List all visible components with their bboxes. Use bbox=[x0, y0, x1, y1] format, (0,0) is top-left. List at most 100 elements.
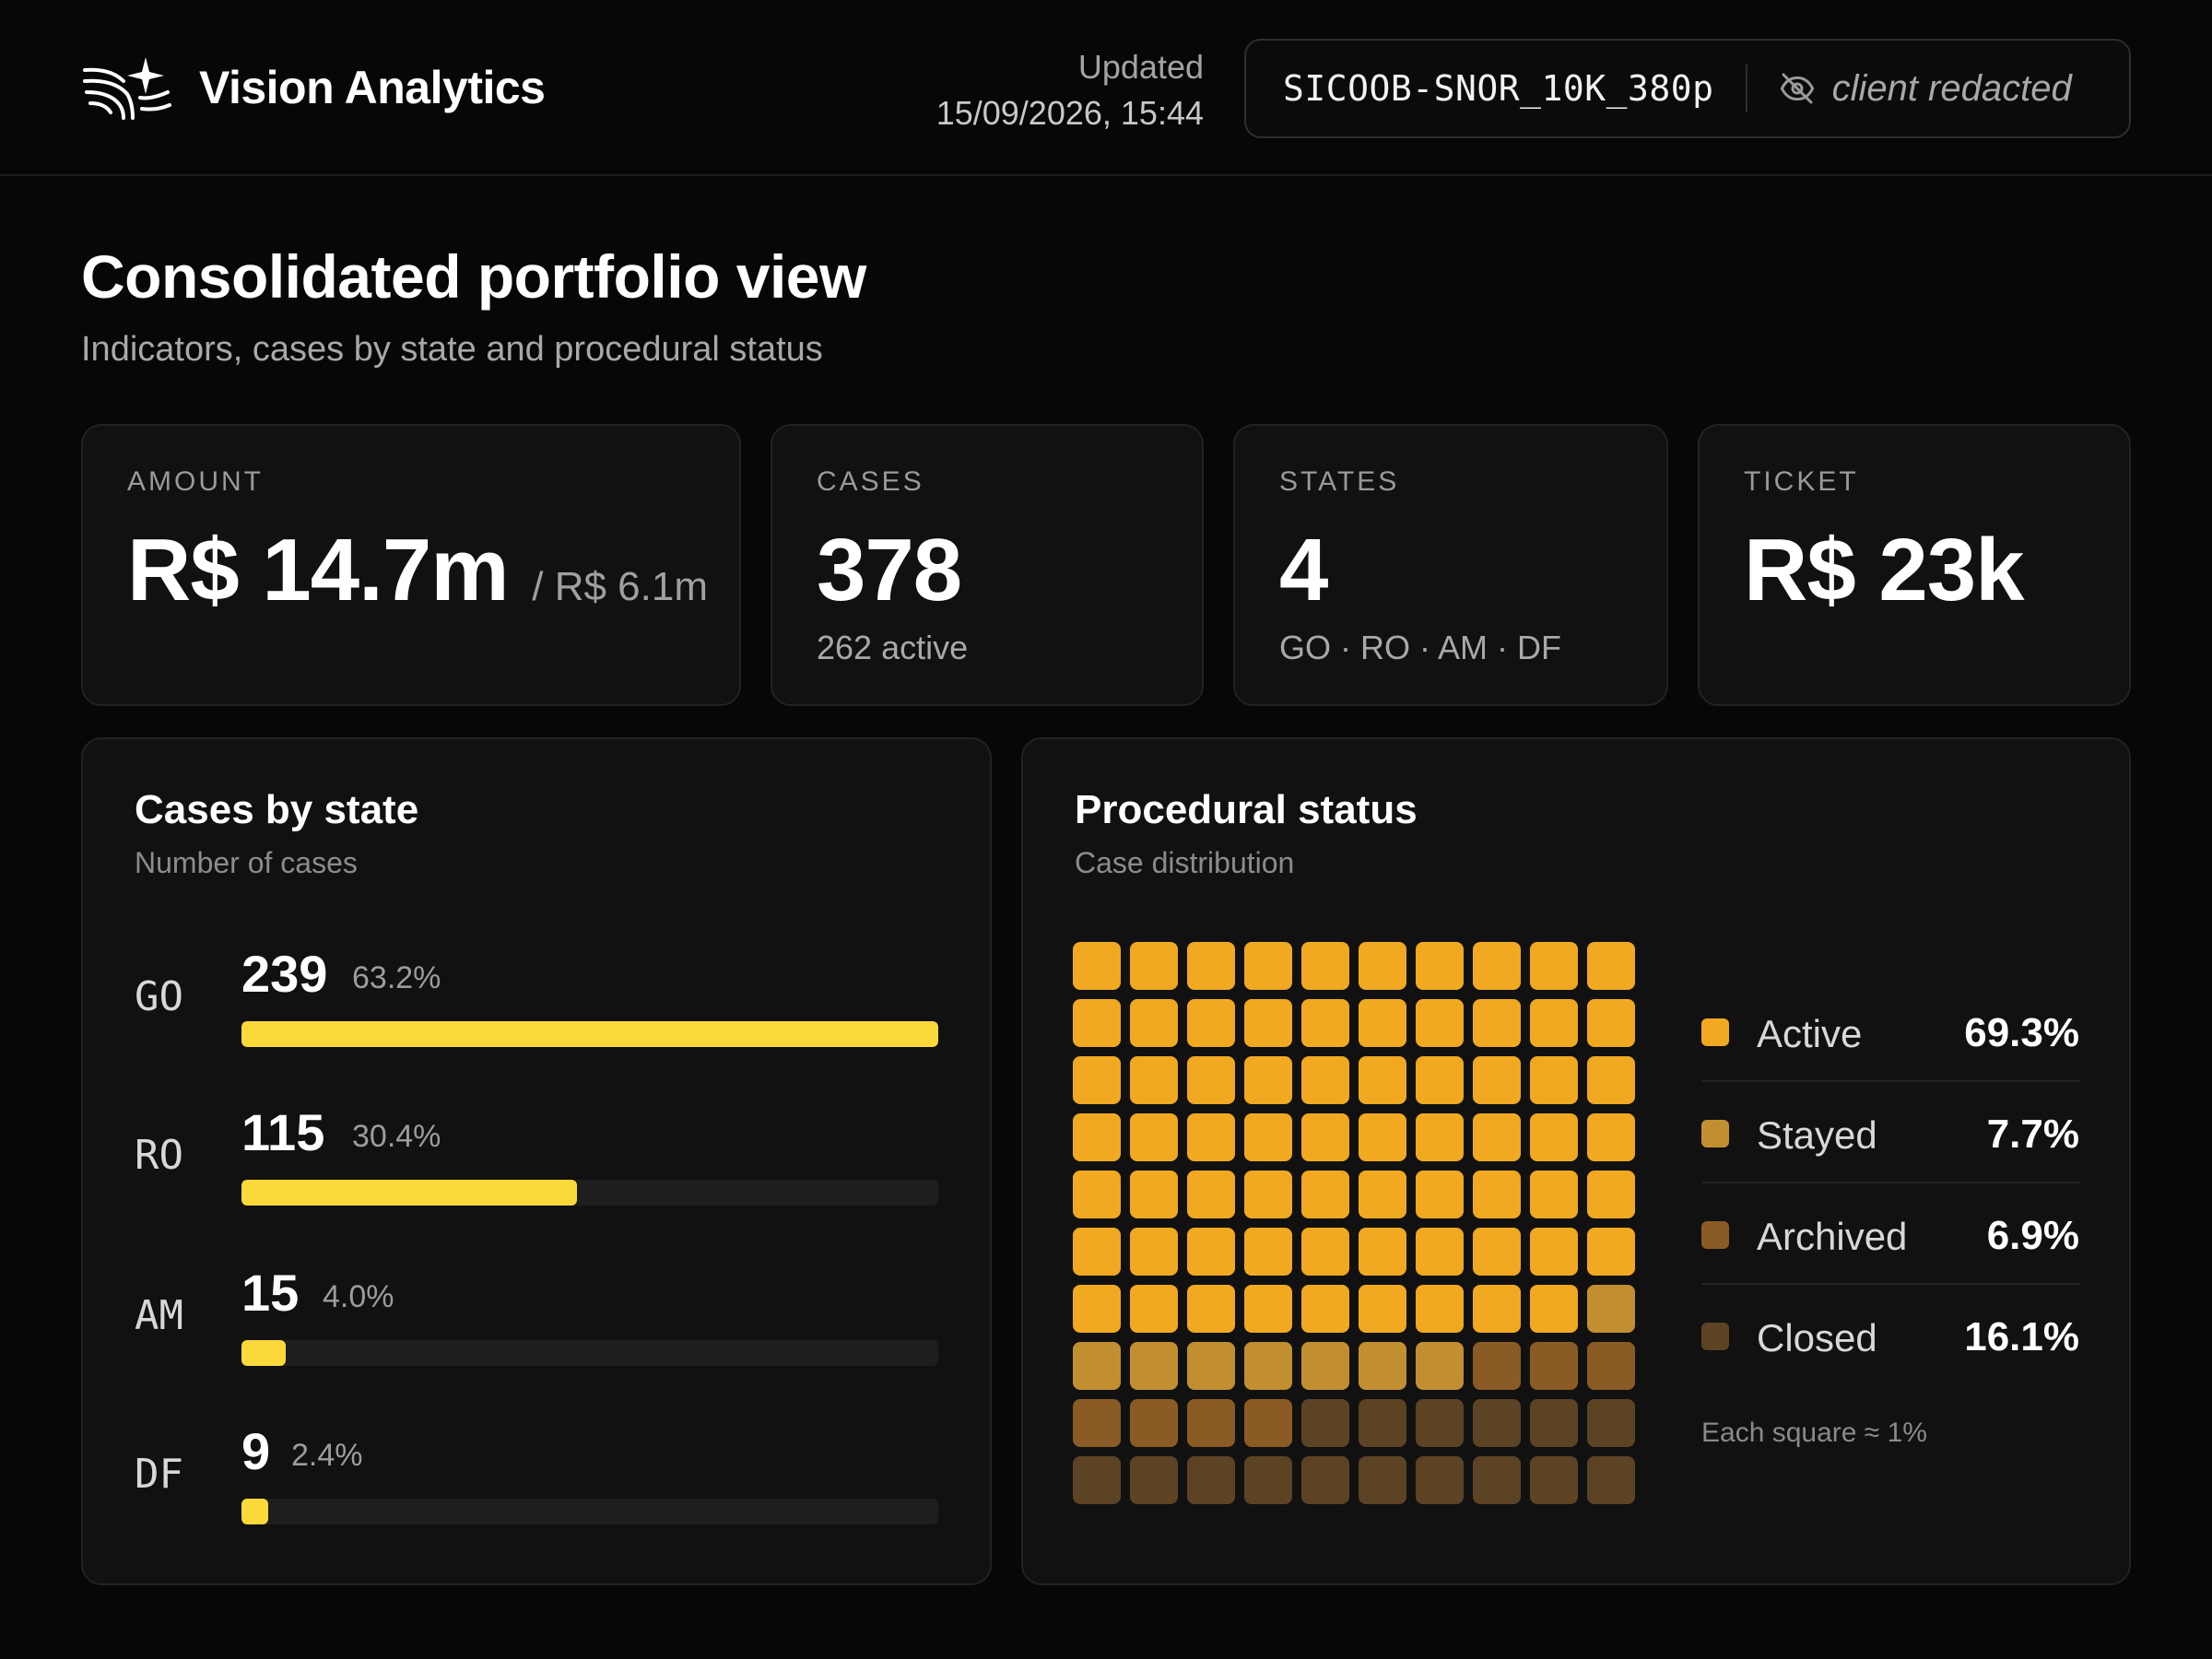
app-name: Vision Analytics bbox=[199, 62, 546, 113]
waffle-square bbox=[1530, 1285, 1578, 1333]
waffle-square bbox=[1301, 1113, 1349, 1161]
waffle-square bbox=[1073, 1056, 1121, 1104]
state-row: RO 115 30.4% bbox=[83, 1093, 990, 1252]
waffle-square bbox=[1130, 1399, 1178, 1447]
waffle-square bbox=[1587, 1056, 1635, 1104]
state-code: AM bbox=[135, 1292, 183, 1339]
waffle-square bbox=[1073, 1342, 1121, 1390]
waffle-square bbox=[1187, 1285, 1235, 1333]
procedural-status-panel: Procedural status Case distribution Acti… bbox=[1021, 737, 2131, 1585]
waffle-square bbox=[1530, 1399, 1578, 1447]
page-title: Consolidated portfolio view bbox=[81, 242, 866, 311]
legend-label: Stayed bbox=[1757, 1113, 1877, 1157]
state-code: RO bbox=[135, 1132, 183, 1179]
waffle-square bbox=[1587, 1456, 1635, 1504]
waffle-square bbox=[1587, 1399, 1635, 1447]
eye-off-icon[interactable] bbox=[1779, 70, 1816, 107]
waffle-square bbox=[1244, 1342, 1292, 1390]
waffle-square bbox=[1416, 942, 1464, 990]
waffle-square bbox=[1416, 1171, 1464, 1218]
amount-value: R$ 14.7m bbox=[127, 521, 510, 619]
waffle-square bbox=[1073, 1456, 1121, 1504]
kpi-label: TICKET bbox=[1744, 466, 1859, 497]
kpi-label: AMOUNT bbox=[127, 466, 264, 497]
waffle-square bbox=[1416, 1399, 1464, 1447]
waffle-square bbox=[1301, 999, 1349, 1047]
waffle-square bbox=[1301, 942, 1349, 990]
waffle-square bbox=[1244, 1228, 1292, 1276]
updated-label: Updated bbox=[1077, 48, 1204, 86]
bar-track bbox=[241, 1499, 938, 1524]
waffle-square bbox=[1073, 1113, 1121, 1161]
amount-secondary: / R$ 6.1m bbox=[532, 564, 709, 609]
waffle-square bbox=[1530, 1456, 1578, 1504]
waffle-square bbox=[1530, 1113, 1578, 1161]
waffle-square bbox=[1301, 1228, 1349, 1276]
page-subtitle: Indicators, cases by state and procedura… bbox=[81, 330, 823, 369]
waffle-square bbox=[1473, 1056, 1521, 1104]
waffle-square bbox=[1130, 999, 1178, 1047]
bar-track bbox=[241, 1021, 938, 1047]
waffle-square bbox=[1187, 1171, 1235, 1218]
bar-fill bbox=[241, 1340, 286, 1366]
panel-subtitle: Number of cases bbox=[135, 846, 358, 879]
brand[interactable]: Vision Analytics bbox=[83, 53, 546, 122]
dataset-code: SICOOB-SNOR_10K_380p bbox=[1283, 68, 1714, 109]
updated-info: Updated 15/09/2026, 15:44 bbox=[936, 44, 1204, 136]
waffle-square bbox=[1416, 1285, 1464, 1333]
waffle-square bbox=[1073, 1285, 1121, 1333]
waffle-square bbox=[1359, 1456, 1406, 1504]
legend-swatch bbox=[1701, 1120, 1729, 1147]
waffle-square bbox=[1587, 942, 1635, 990]
cases-by-state-panel: Cases by state Number of cases GO 239 63… bbox=[81, 737, 992, 1585]
legend-item-archived[interactable]: Archived 6.9% bbox=[1701, 1183, 2079, 1285]
waffle-square bbox=[1416, 1228, 1464, 1276]
waffle-square bbox=[1187, 942, 1235, 990]
waffle-square bbox=[1130, 942, 1178, 990]
updated-timestamp: 15/09/2026, 15:44 bbox=[935, 94, 1204, 132]
dataset-identifier[interactable]: SICOOB-SNOR_10K_380p client redacted bbox=[1244, 39, 2131, 138]
bar-fill bbox=[241, 1180, 577, 1206]
kpi-label: CASES bbox=[817, 466, 924, 497]
kpi-value: 378 bbox=[817, 521, 962, 619]
legend-item-stayed[interactable]: Stayed 7.7% bbox=[1701, 1082, 2079, 1183]
state-count: 239 bbox=[241, 945, 328, 1003]
panel-title: Procedural status bbox=[1075, 787, 1418, 832]
waffle-square bbox=[1073, 1171, 1121, 1218]
kpi-card-states: STATES 4 GO · RO · AM · DF bbox=[1233, 424, 1668, 706]
state-count: 15 bbox=[241, 1264, 300, 1322]
waffle-square bbox=[1530, 942, 1578, 990]
waffle-square bbox=[1130, 1056, 1178, 1104]
waffle-square bbox=[1244, 942, 1292, 990]
legend-value: 69.3% bbox=[1964, 1010, 2079, 1055]
waffle-square bbox=[1073, 942, 1121, 990]
bar-track bbox=[241, 1180, 938, 1206]
waffle-square bbox=[1359, 1056, 1406, 1104]
waffle-square bbox=[1416, 999, 1464, 1047]
kpi-value: 4 bbox=[1279, 521, 1328, 619]
waffle-square bbox=[1301, 1285, 1349, 1333]
kpi-label: STATES bbox=[1279, 466, 1400, 497]
panel-subtitle: Case distribution bbox=[1075, 846, 1295, 879]
legend-item-closed[interactable]: Closed 16.1% bbox=[1701, 1285, 2079, 1386]
waffle-square bbox=[1187, 1228, 1235, 1276]
waffle-square bbox=[1416, 1056, 1464, 1104]
waffle-square bbox=[1530, 999, 1578, 1047]
bar-track bbox=[241, 1340, 938, 1366]
waffle-square bbox=[1301, 1342, 1349, 1390]
legend-item-active[interactable]: Active 69.3% bbox=[1701, 981, 2079, 1082]
legend-swatch bbox=[1701, 1221, 1729, 1249]
waffle-square bbox=[1187, 999, 1235, 1047]
waffle-square bbox=[1359, 1171, 1406, 1218]
waffle-square bbox=[1244, 1113, 1292, 1161]
waffle-square bbox=[1073, 1228, 1121, 1276]
waffle-square bbox=[1587, 1228, 1635, 1276]
waffle-square bbox=[1416, 1456, 1464, 1504]
waffle-square bbox=[1416, 1342, 1464, 1390]
state-row: AM 15 4.0% bbox=[83, 1253, 990, 1412]
waffle-square bbox=[1244, 1171, 1292, 1218]
bar-fill bbox=[241, 1021, 938, 1047]
legend-label: Archived bbox=[1757, 1215, 1908, 1258]
waffle-square bbox=[1473, 942, 1521, 990]
waffle-square bbox=[1130, 1228, 1178, 1276]
